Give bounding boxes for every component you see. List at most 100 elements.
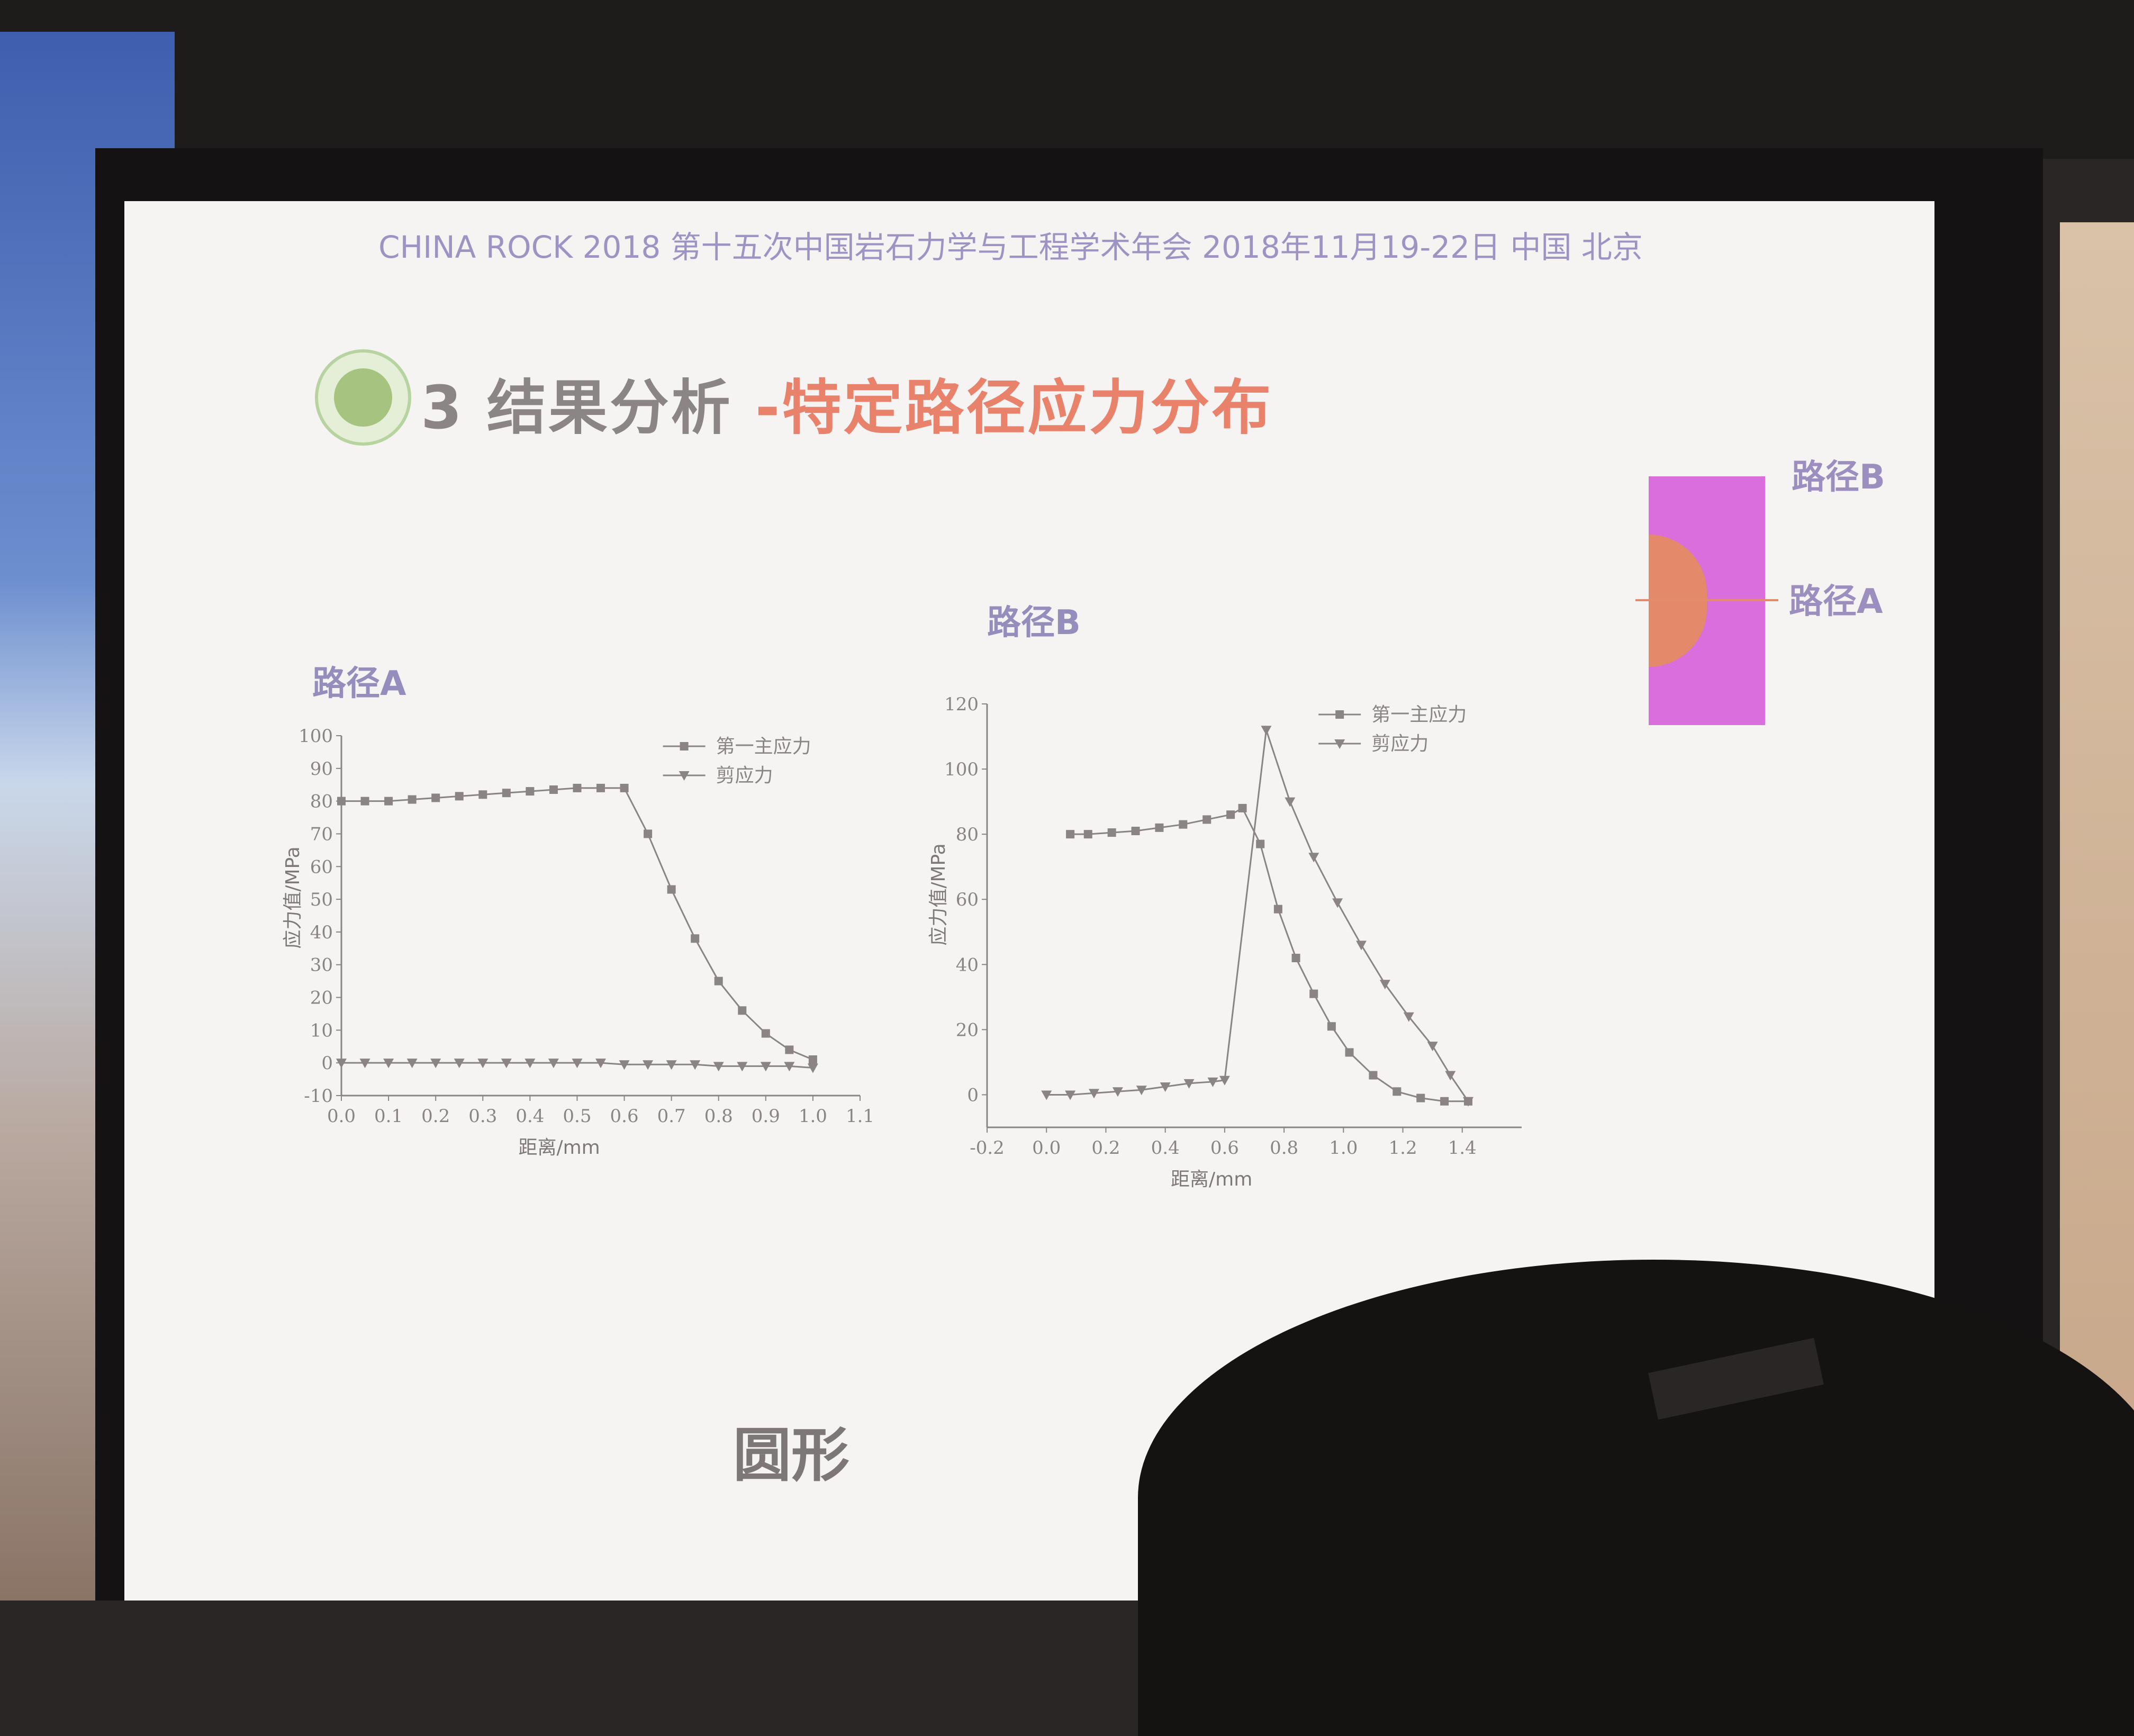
data-point-square (337, 797, 346, 806)
y-tick-label: 120 (944, 694, 979, 715)
legend-marker-triangle (1334, 739, 1345, 749)
data-point-triangle (501, 1059, 512, 1069)
x-tick-label: 0.9 (752, 1106, 780, 1127)
x-tick-label: 0.2 (421, 1106, 450, 1127)
y-axis-label: 应力值/MPa (928, 843, 950, 945)
data-point-triangle (1379, 980, 1390, 990)
data-point-square (596, 783, 605, 792)
legend-marker-triangle (679, 771, 690, 781)
data-point-square (1107, 828, 1116, 837)
x-tick-label: 0.0 (327, 1106, 356, 1127)
data-point-triangle (619, 1060, 630, 1070)
series-line-1 (341, 787, 813, 1061)
legend-label: 第一主应力 (716, 736, 811, 757)
background-wall-right (2060, 222, 2134, 1440)
data-point-triangle (359, 1059, 370, 1069)
data-point-square (549, 785, 558, 794)
data-point-triangle (525, 1059, 536, 1069)
data-point-square (1369, 1071, 1378, 1080)
x-tick-label: 1.0 (799, 1106, 827, 1127)
chart-a-label: 路径A (312, 664, 406, 703)
series-line-2 (1046, 729, 1469, 1102)
data-point-square (1416, 1093, 1425, 1102)
series-line-1 (1070, 807, 1468, 1102)
data-point-square (714, 976, 723, 985)
y-tick-label: 50 (310, 889, 333, 910)
data-point-square (455, 792, 464, 801)
slide-subtitle-shape: 圆形 (733, 1422, 849, 1489)
data-point-square (360, 797, 369, 806)
data-point-square (1226, 810, 1235, 819)
x-tick-label: 0.1 (374, 1106, 403, 1127)
data-point-triangle (690, 1060, 701, 1070)
data-point-triangle (548, 1059, 559, 1069)
data-point-triangle (1183, 1079, 1195, 1089)
data-point-square (1273, 905, 1282, 914)
data-point-square (785, 1045, 794, 1054)
data-point-triangle (595, 1059, 606, 1069)
audience-head (1138, 1260, 2134, 1736)
data-point-square (1256, 839, 1265, 848)
data-point-triangle (430, 1059, 441, 1069)
data-point-triangle (406, 1059, 418, 1069)
y-tick-label: 40 (956, 954, 979, 975)
legend-label: 第一主应力 (1371, 704, 1467, 726)
background-wall-top (0, 0, 2134, 159)
y-tick-label: 100 (299, 726, 333, 747)
data-point-triangle (1332, 898, 1343, 908)
y-tick-label: 80 (956, 824, 979, 845)
data-point-triangle (1403, 1012, 1414, 1022)
data-point-triangle (643, 1060, 654, 1070)
data-point-triangle (1427, 1042, 1438, 1052)
data-point-triangle (1089, 1089, 1099, 1099)
data-point-square (431, 793, 440, 802)
data-point-square (1345, 1048, 1354, 1057)
data-point-triangle (1219, 1075, 1230, 1086)
data-point-triangle (807, 1063, 818, 1073)
y-tick-label: 0 (967, 1084, 979, 1106)
data-point-square (1155, 823, 1164, 832)
y-tick-label: 0 (321, 1053, 333, 1074)
data-point-triangle (760, 1062, 771, 1072)
data-point-square (620, 783, 629, 792)
y-tick-label: 20 (956, 1019, 979, 1041)
y-tick-label: 10 (310, 1020, 333, 1041)
y-tick-label: 40 (310, 922, 333, 943)
y-axis-label: 应力值/MPa (282, 846, 304, 948)
data-point-triangle (1041, 1090, 1052, 1100)
data-point-square (1202, 815, 1211, 824)
legend-label: 剪应力 (1371, 733, 1428, 755)
data-point-square (1291, 954, 1300, 962)
x-axis-label: 距离/mm (518, 1137, 600, 1159)
x-tick-label: 0.4 (1151, 1137, 1180, 1159)
legend-marker-square (1335, 710, 1344, 719)
data-point-square (808, 1055, 817, 1064)
legend-label: 剪应力 (716, 765, 773, 786)
data-point-triangle (1065, 1090, 1076, 1100)
x-tick-label: 0.8 (704, 1106, 733, 1127)
x-tick-label: 0.6 (1210, 1137, 1239, 1159)
x-tick-label: 0.4 (516, 1106, 544, 1127)
data-point-triangle (1463, 1097, 1473, 1107)
data-point-square (384, 797, 393, 806)
data-point-triangle (454, 1059, 465, 1069)
data-point-square (1440, 1097, 1449, 1106)
data-point-triangle (383, 1059, 394, 1069)
slide-title-section: 3 结果分析 (421, 374, 755, 442)
diagram-label-path-b: 路径B (1792, 458, 1885, 497)
data-point-square (691, 934, 700, 943)
data-point-triangle (1445, 1071, 1456, 1081)
data-point-square (1083, 830, 1092, 839)
y-tick-label: 30 (310, 955, 333, 976)
data-point-square (1238, 803, 1247, 812)
data-point-triangle (784, 1062, 795, 1072)
y-tick-label: -10 (304, 1086, 333, 1107)
data-point-triangle (1207, 1077, 1218, 1087)
chart-path-b: -0.2 0.0 0.2 0.4 0.6 0.8 1.0 1.2 1.4 0 20 40 60 80 100… (928, 694, 1522, 1190)
x-tick-label: 1.1 (846, 1106, 874, 1127)
data-point-triangle (1160, 1082, 1171, 1092)
data-point-triangle (666, 1060, 677, 1070)
data-point-square (1179, 820, 1188, 829)
x-tick-label: 0.0 (1032, 1137, 1061, 1159)
data-point-square (1131, 827, 1140, 835)
